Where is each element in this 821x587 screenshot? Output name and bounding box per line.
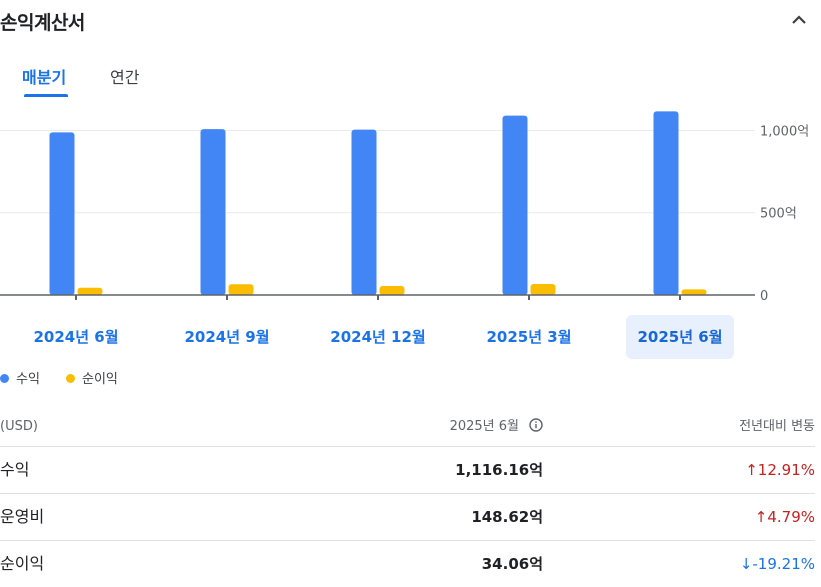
legend-item-net-income: 순이익 (66, 368, 118, 387)
legend-label-revenue: 수익 (16, 372, 40, 387)
arrow-down-icon: ↓ (739, 555, 753, 573)
arrow-up-icon: ↑ (754, 508, 768, 526)
tab-active-indicator (24, 94, 68, 97)
revenue-bar (200, 129, 226, 295)
revenue-bar (49, 132, 75, 295)
net-income-bar (530, 283, 556, 295)
section-title: 손익계산서 (0, 12, 85, 34)
period-selector: 2024년 6월 2024년 9월 2024년 12월 2025년 3월 2025년 6… (0, 315, 821, 361)
legend-label-net-income: 순이익 (82, 372, 118, 387)
period-header: 2025년 6월 (450, 408, 543, 446)
revenue-bar (653, 111, 679, 295)
chevron-up-icon[interactable] (789, 10, 809, 30)
revenue-bar (502, 115, 528, 296)
row-change: ↓-19.21% (740, 541, 815, 587)
row-label: 운영비 (0, 507, 45, 526)
arrow-up-icon: ↑ (745, 461, 758, 479)
table-row: 운영비 148.62억 ↑4.79% (0, 494, 815, 541)
tab-quarterly[interactable]: 매분기 (22, 68, 67, 87)
period-option[interactable]: 2024년 12월 (330, 328, 426, 346)
row-change-value: 4.79% (767, 508, 815, 526)
unit-label: (USD) (0, 419, 38, 434)
table-row: 수익 1,116.16억 ↑12.91% (0, 447, 815, 494)
info-icon[interactable] (529, 418, 543, 432)
row-change: ↑4.79% (755, 494, 815, 540)
period-option[interactable]: 2025년 6월 (626, 315, 734, 359)
period-option[interactable]: 2024년 6월 (33, 328, 119, 346)
y-tick-label: 0 (760, 289, 768, 304)
row-value: 1,116.16억 (455, 461, 543, 479)
period-option[interactable]: 2024년 9월 (184, 328, 270, 346)
period-option[interactable]: 2025년 3월 (486, 328, 572, 346)
tab-annual[interactable]: 연간 (110, 68, 140, 87)
period-tabs: 매분기 연간 (0, 60, 200, 100)
row-value: 148.62억 (471, 508, 543, 526)
period-header-label: 2025년 6월 (449, 419, 519, 434)
net-income-bar (379, 285, 405, 295)
y-tick-label: 500억 (760, 207, 797, 222)
y-tick-label: 1,000억 (760, 124, 809, 139)
row-label: 수익 (0, 460, 30, 479)
income-table: (USD) 2025년 6월 전년대비 변동 수익 1,116.16억 ↑12.… (0, 408, 815, 587)
row-label: 순이익 (0, 554, 45, 573)
net-income-bar (681, 289, 707, 295)
row-value: 34.06억 (481, 555, 543, 573)
legend-swatch-net-income (66, 374, 75, 383)
net-income-bar (228, 284, 254, 295)
net-income-bar (77, 287, 103, 295)
legend-item-revenue: 수익 (0, 368, 40, 387)
row-change: ↑12.91% (745, 447, 815, 493)
revenue-bar (351, 129, 377, 295)
change-header: 전년대비 변동 (739, 419, 815, 434)
row-change-value: 12.91% (757, 461, 815, 479)
table-header: (USD) 2025년 6월 전년대비 변동 (0, 408, 815, 447)
income-chart: 1,000억 500억 0 (0, 111, 809, 304)
legend-swatch-revenue (0, 374, 9, 383)
table-row: 순이익 34.06억 ↓-19.21% (0, 541, 815, 587)
row-change-value: -19.21% (752, 555, 815, 573)
